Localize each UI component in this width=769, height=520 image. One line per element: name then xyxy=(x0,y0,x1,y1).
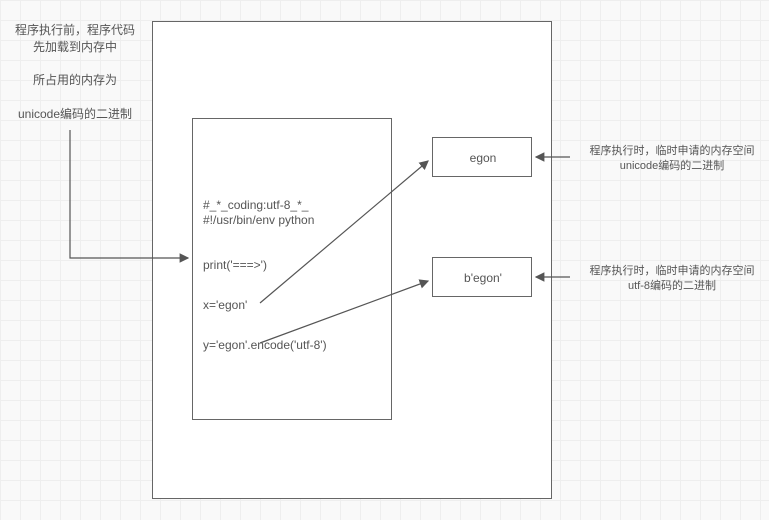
code-line-3: x='egon' xyxy=(203,298,247,312)
code-line-2: print('===>') xyxy=(203,258,267,272)
code-line-0: #_*_coding:utf-8_*_ xyxy=(203,198,308,212)
code-line-1: #!/usr/bin/env python xyxy=(203,213,314,227)
code-line-4: y='egon'.encode('utf-8') xyxy=(203,338,327,352)
memory-text-egon: egon xyxy=(433,138,533,178)
annotation-left: 程序执行前，程序代码 先加载到内存中 所占用的内存为 unicode编码的二进制 xyxy=(0,22,150,123)
memory-box-begon: b'egon' xyxy=(432,257,532,297)
annotation-right-b: 程序执行时，临时申请的内存空间 utf-8编码的二进制 xyxy=(572,264,769,295)
memory-box-egon: egon xyxy=(432,137,532,177)
memory-text-begon: b'egon' xyxy=(433,258,533,298)
annotation-right-a: 程序执行时，临时申请的内存空间 unicode编码的二进制 xyxy=(572,144,769,175)
